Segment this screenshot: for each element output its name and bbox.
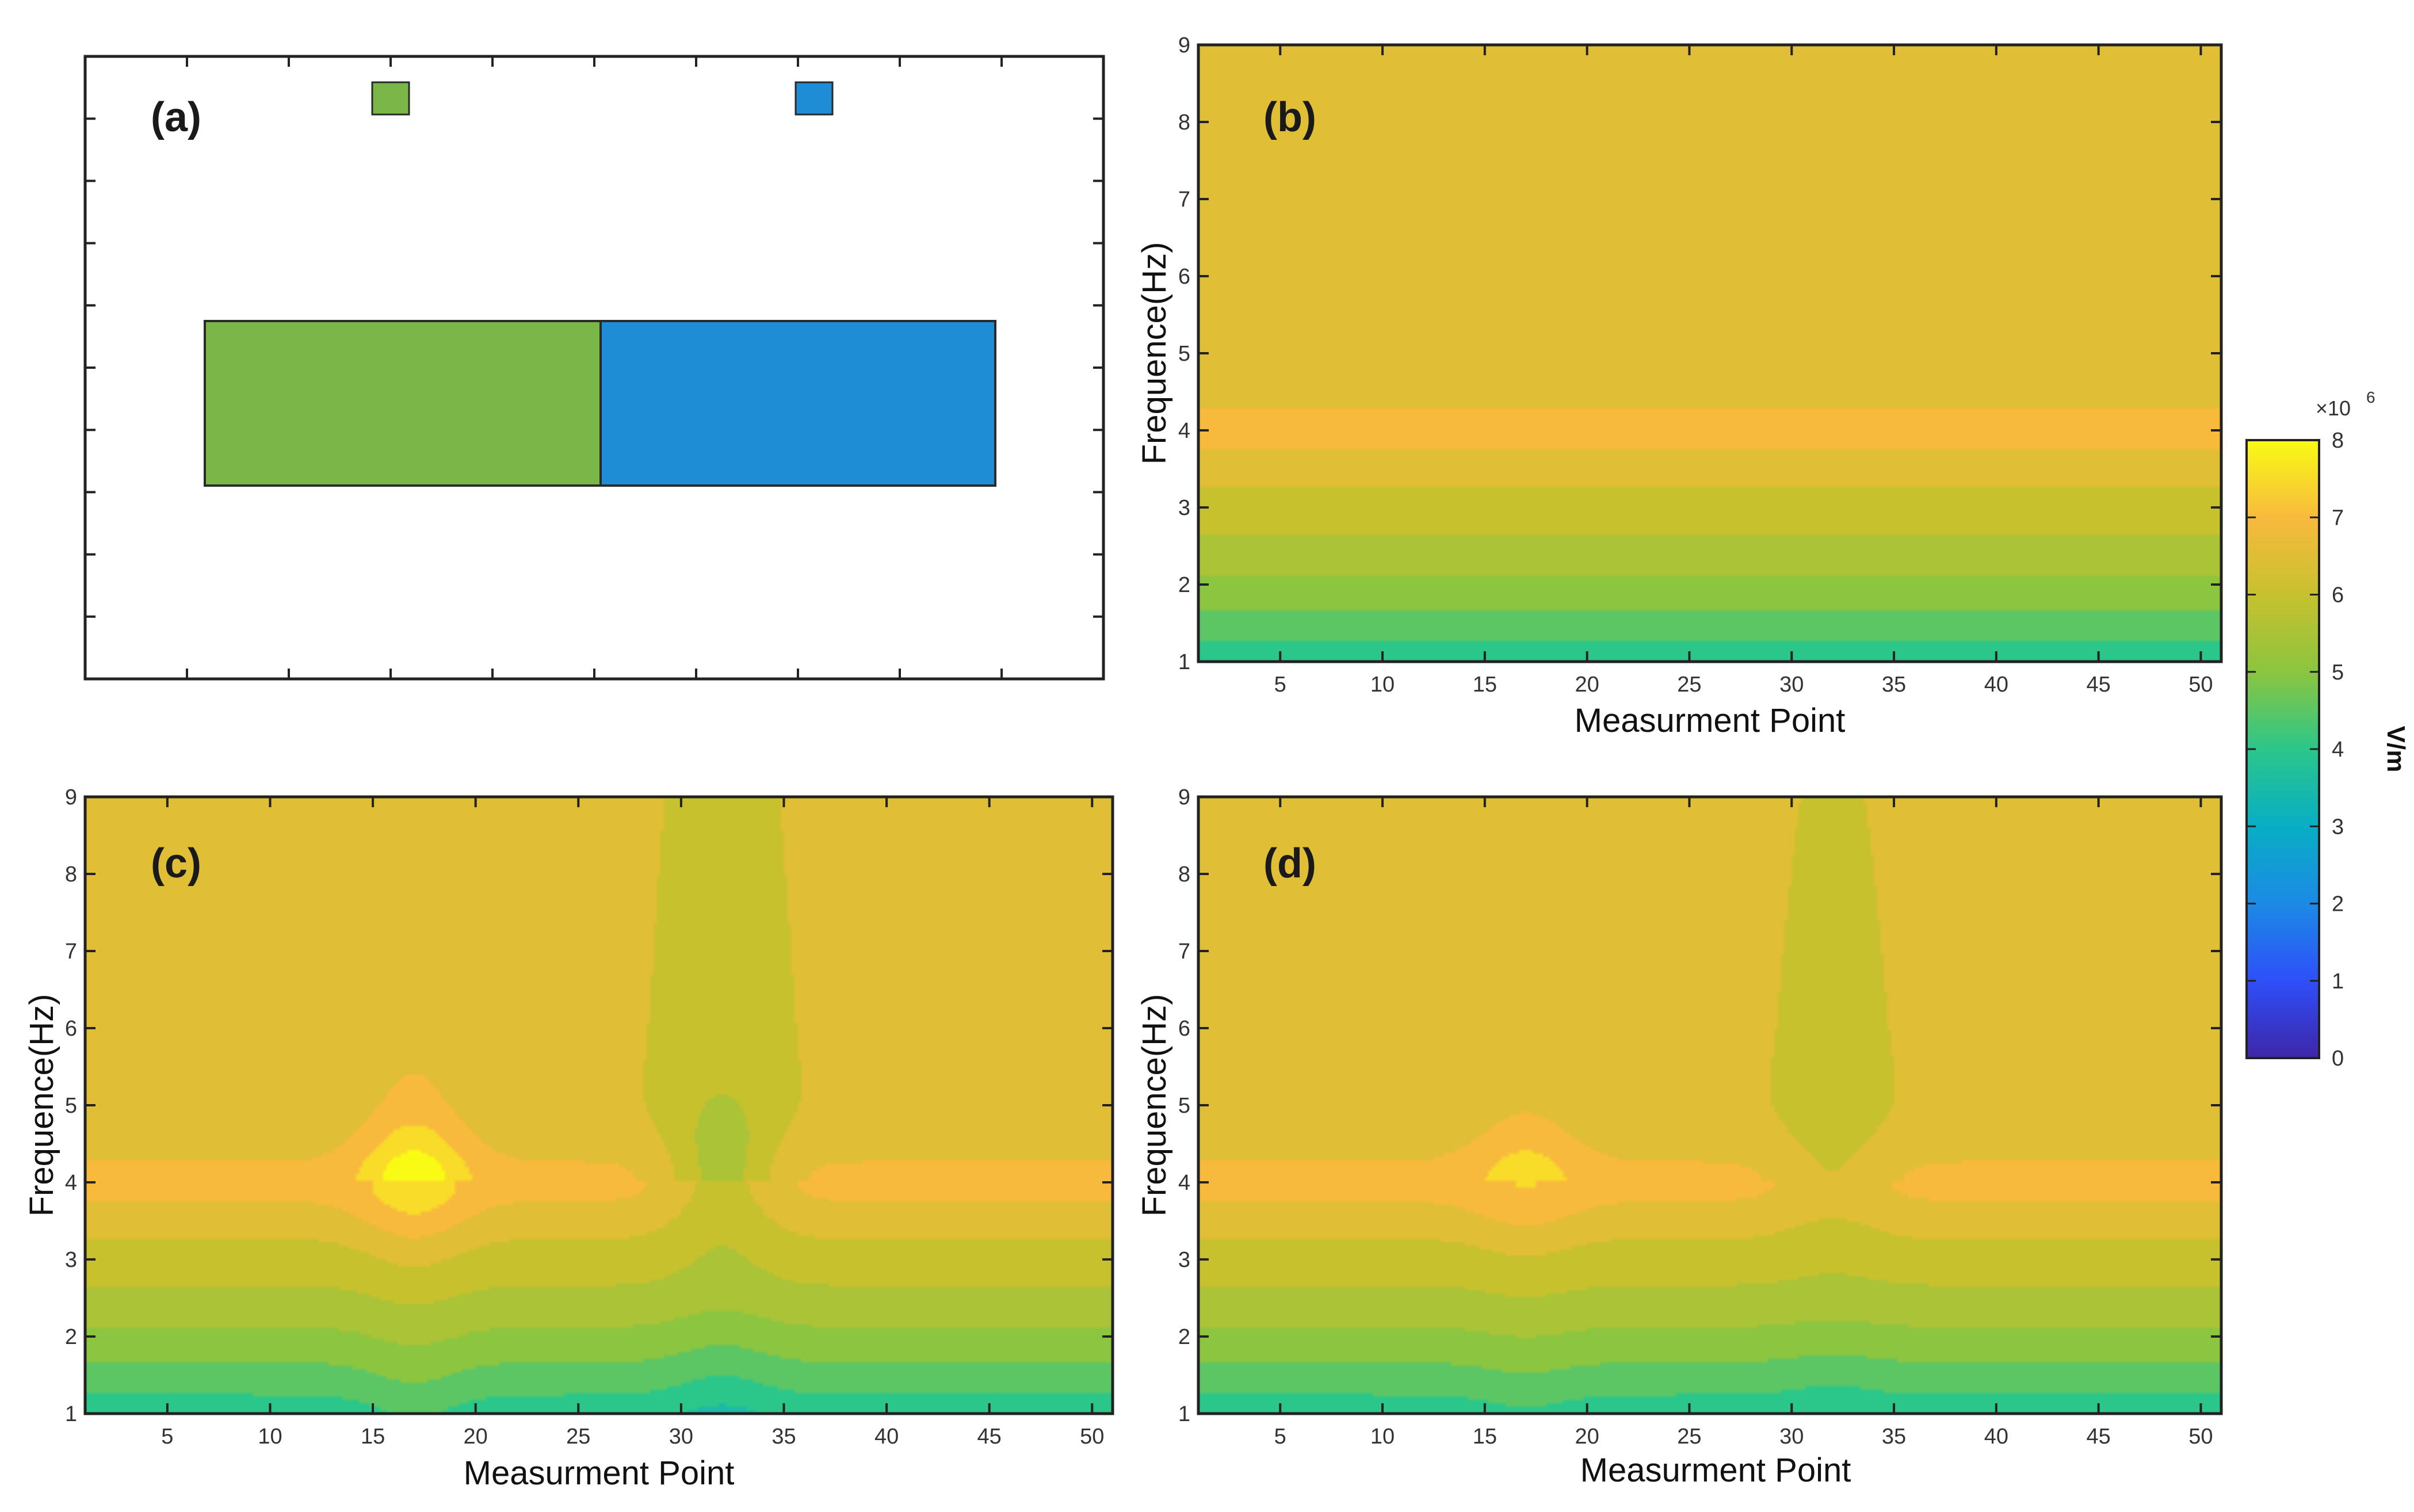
large-green-block (204, 320, 602, 487)
x-tick-label: 5 (1274, 1425, 1286, 1449)
y-tick-label: 9 (65, 785, 77, 810)
y-tick-label: 2 (1178, 1325, 1190, 1349)
x-tick-label: 10 (258, 1425, 282, 1449)
y-tick-label: 6 (1178, 1017, 1190, 1041)
large-blue-block (599, 320, 996, 487)
panel-a-label: (a) (151, 94, 201, 140)
x-tick-label: 20 (464, 1425, 488, 1449)
y-tick-label: 3 (1178, 1248, 1190, 1272)
colorbar-tick-label: 0 (2332, 1047, 2344, 1071)
y-tick-label: 1 (1178, 650, 1190, 674)
x-tick-label: 25 (1677, 673, 1701, 697)
small-blue-block (795, 81, 834, 116)
panel-d-label: (d) (1263, 841, 1316, 887)
x-tick-label: 30 (669, 1425, 693, 1449)
colorbar-ticks: 0 1 2 3 4 5 6 7 8 (2247, 429, 2344, 1071)
y-tick-label: 5 (65, 1094, 77, 1118)
panel-b-xlabel: Measurment Point (1575, 702, 1846, 739)
panel-d-xlabel: Measurment Point (1580, 1452, 1851, 1489)
y-tick-label: 5 (1178, 342, 1190, 366)
x-tick-label: 50 (2188, 673, 2213, 697)
panel-a-ticks (85, 56, 1103, 679)
x-tick-label: 35 (771, 1425, 796, 1449)
y-tick-label: 4 (1178, 419, 1190, 443)
x-tick-label: 15 (1473, 673, 1497, 697)
x-tick-label: 35 (1882, 673, 1906, 697)
panel-d-ylabel: Frequence(Hz) (1136, 994, 1173, 1217)
small-green-block (371, 81, 410, 116)
panel-c-ylabel: Frequence(Hz) (23, 994, 60, 1217)
colorbar-tick-label: 3 (2332, 815, 2344, 839)
y-tick-label: 2 (65, 1325, 77, 1349)
x-tick-label: 45 (2086, 673, 2110, 697)
y-tick-label: 3 (65, 1248, 77, 1272)
x-tick-label: 45 (977, 1425, 1002, 1449)
panel-a: (a) (83, 55, 1105, 681)
x-tick-label: 30 (1779, 1425, 1804, 1449)
y-tick-label: 9 (1178, 785, 1190, 810)
panel-b-heatmap (1198, 45, 2221, 662)
x-tick-label: 20 (1575, 1425, 1599, 1449)
y-tick-label: 3 (1178, 496, 1190, 520)
panel-c-label: (c) (151, 841, 201, 887)
colorbar-tick-label: 2 (2332, 892, 2344, 917)
y-tick-label: 5 (1178, 1094, 1190, 1118)
panel-b-label: (b) (1263, 94, 1316, 140)
x-tick-label: 15 (361, 1425, 385, 1449)
y-tick-label: 7 (65, 940, 77, 964)
y-tick-label: 6 (65, 1017, 77, 1041)
colorbar-tick-label: 6 (2332, 583, 2344, 608)
x-tick-label: 30 (1779, 673, 1804, 697)
panel-d-heatmap (1198, 797, 2221, 1414)
x-tick-label: 35 (1882, 1425, 1906, 1449)
y-tick-label: 7 (1178, 940, 1190, 964)
x-tick-label: 25 (1677, 1425, 1701, 1449)
colorbar-label: V/m (2382, 726, 2410, 773)
x-tick-label: 15 (1473, 1425, 1497, 1449)
colorbar: 0 1 2 3 4 5 6 7 8 ×10 6 V/m (2245, 388, 2410, 1071)
y-tick-label: 1 (65, 1402, 77, 1426)
x-tick-label: 40 (1984, 673, 2008, 697)
x-tick-label: 10 (1370, 1425, 1395, 1449)
x-tick-label: 40 (874, 1425, 899, 1449)
x-tick-label: 25 (566, 1425, 590, 1449)
y-tick-label: 8 (65, 862, 77, 887)
colorbar-tick-label: 1 (2332, 969, 2344, 994)
y-tick-label: 4 (65, 1171, 77, 1195)
colorbar-tick-label: 5 (2332, 660, 2344, 685)
colorbar-exponent: 6 (2366, 388, 2375, 406)
y-tick-label: 9 (1178, 33, 1190, 58)
colorbar-tick-label: 7 (2332, 506, 2344, 530)
y-tick-label: 1 (1178, 1402, 1190, 1426)
colorbar-multiplier: ×10 (2316, 396, 2351, 420)
y-tick-label: 8 (1178, 862, 1190, 887)
colorbar-gradient (2245, 439, 2320, 1059)
panel-c-heatmap (85, 797, 1113, 1414)
y-tick-label: 7 (1178, 188, 1190, 212)
y-tick-label: 6 (1178, 265, 1190, 289)
panel-c-xlabel: Measurment Point (464, 1454, 735, 1492)
panel-b-ylabel: Frequence(Hz) (1136, 242, 1173, 465)
x-tick-label: 5 (1274, 673, 1286, 697)
y-tick-label: 4 (1178, 1171, 1190, 1195)
x-tick-label: 5 (161, 1425, 173, 1449)
x-tick-label: 50 (2188, 1425, 2213, 1449)
x-tick-label: 10 (1370, 673, 1395, 697)
x-tick-label: 40 (1984, 1425, 2008, 1449)
y-tick-label: 8 (1178, 110, 1190, 135)
y-tick-label: 2 (1178, 573, 1190, 597)
x-tick-label: 50 (1080, 1425, 1104, 1449)
x-tick-label: 45 (2086, 1425, 2110, 1449)
colorbar-tick-label: 8 (2332, 429, 2344, 453)
x-tick-label: 20 (1575, 673, 1599, 697)
colorbar-tick-label: 4 (2332, 738, 2344, 762)
